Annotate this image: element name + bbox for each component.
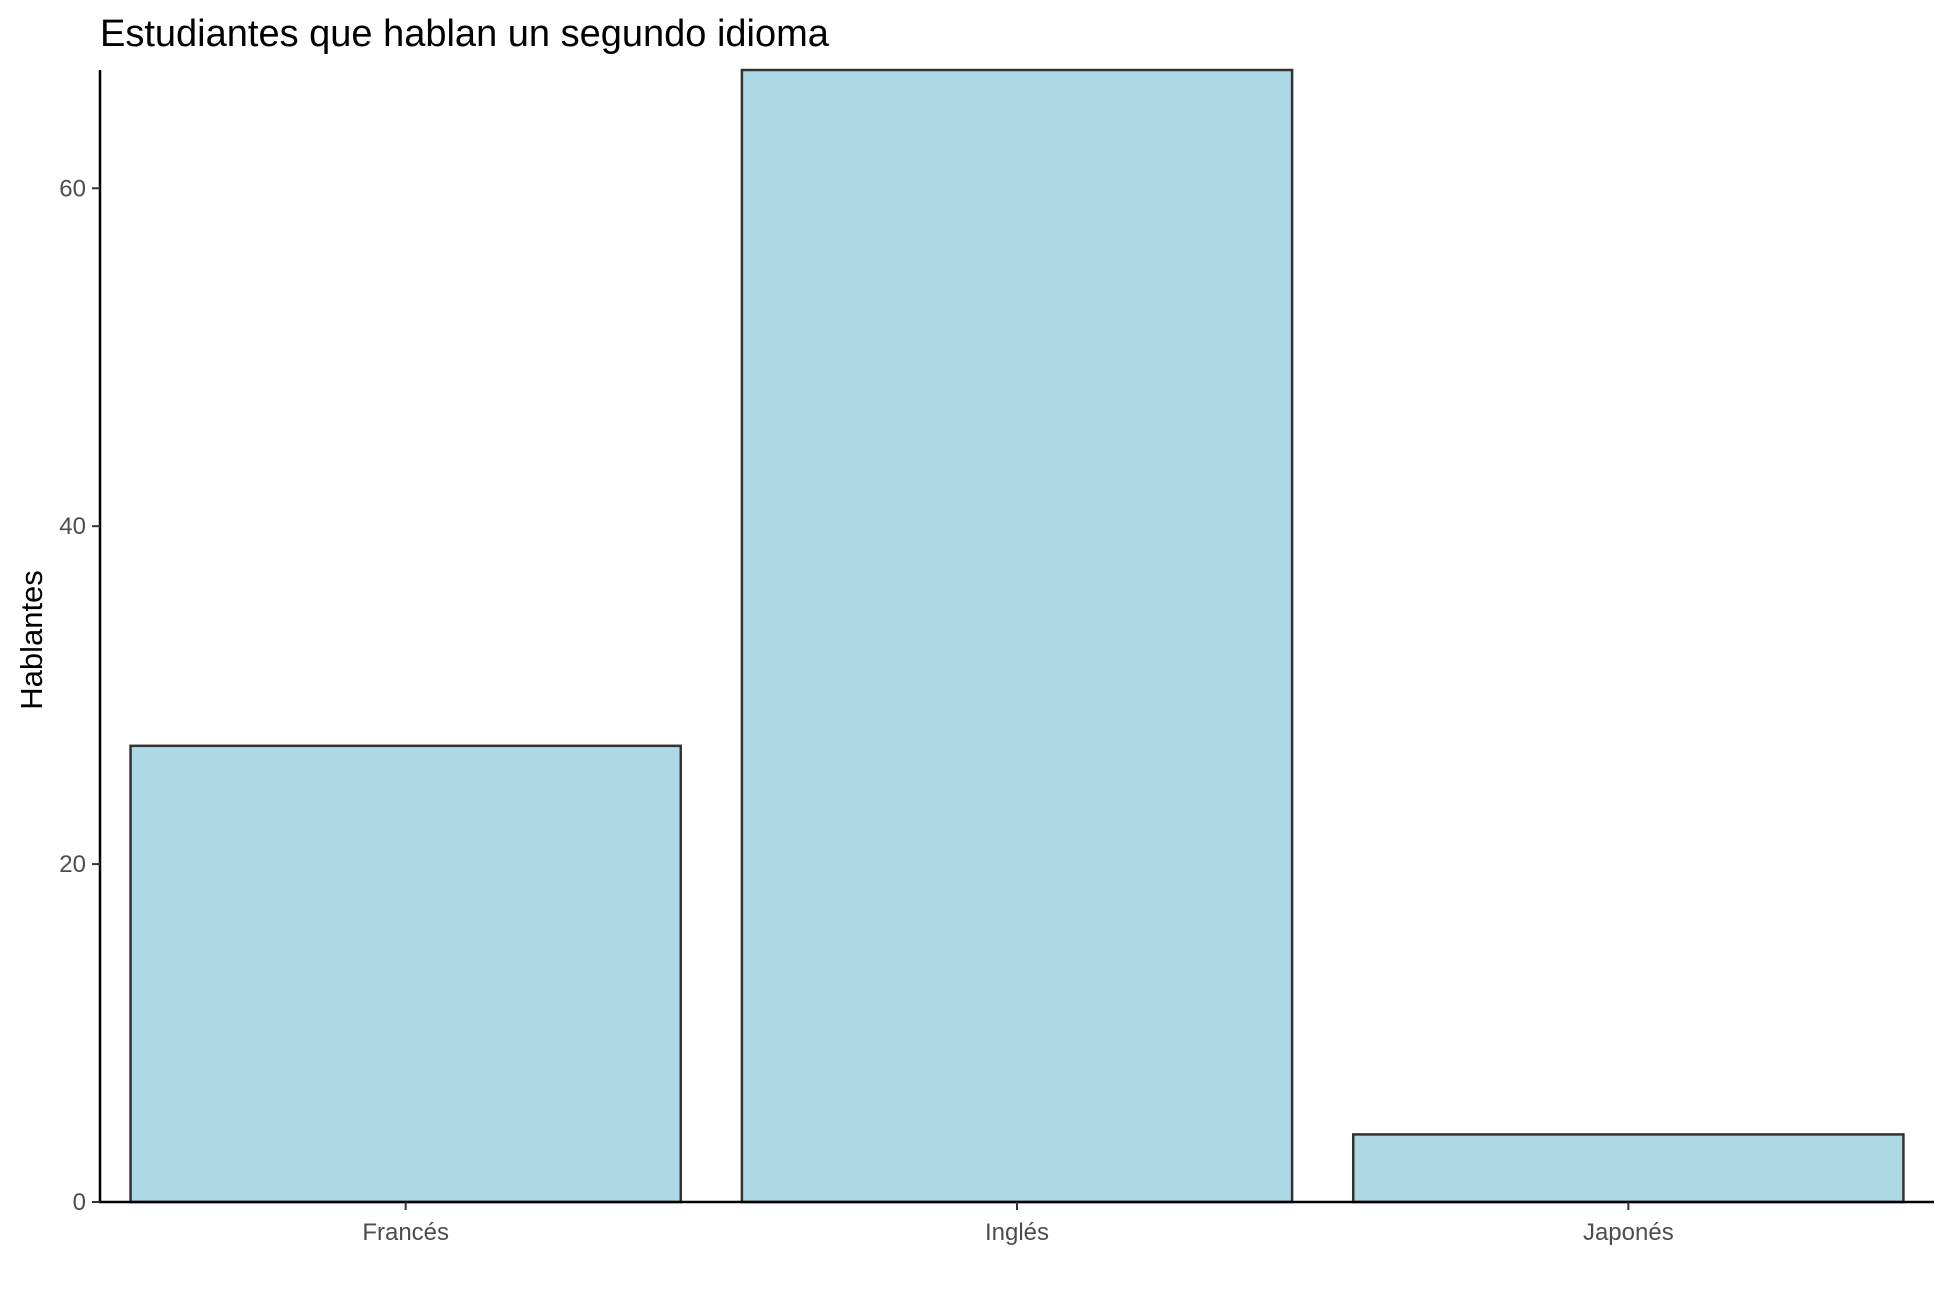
bars-layer	[129, 68, 1905, 1204]
y-ticks-layer: 0 20 40 60	[59, 175, 100, 1216]
x-tick-label: Japonés	[1583, 1219, 1674, 1246]
y-tick-label: 20	[59, 851, 86, 878]
y-tick-label: 40	[59, 513, 86, 540]
x-ticks-layer: Francés Inglés Japonés	[362, 1202, 1674, 1246]
y-axis-label: Hablantes	[14, 570, 49, 710]
x-tick-label: Francés	[362, 1219, 449, 1246]
chart-title: Estudiantes que hablan un segundo idioma	[100, 13, 830, 55]
x-tick-label: Inglés	[985, 1219, 1049, 1246]
y-tick-label: 0	[73, 1189, 86, 1216]
bar	[740, 68, 1294, 1204]
y-tick-label: 60	[59, 175, 86, 202]
bar	[1351, 1133, 1905, 1204]
bar	[129, 744, 683, 1204]
